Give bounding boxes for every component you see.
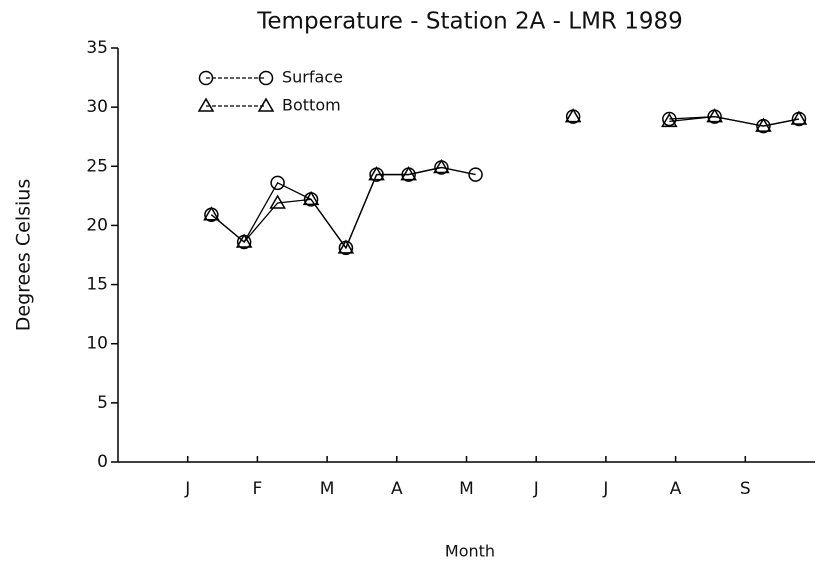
- triangle-marker: [661, 112, 678, 128]
- circle-marker: [198, 70, 214, 86]
- legend-label: Surface: [282, 68, 343, 87]
- triangle-marker: [197, 97, 215, 112]
- triangle-marker: [235, 233, 253, 248]
- y-tick-label: 10: [86, 334, 108, 354]
- triangle-marker: [790, 110, 808, 125]
- triangle-marker: [203, 206, 220, 221]
- x-tick-label: M: [320, 479, 335, 499]
- circle-marker: [258, 70, 274, 86]
- x-tick-label: A: [391, 479, 403, 499]
- y-tick-label: 25: [86, 156, 108, 176]
- chart-title: Temperature - Station 2A - LMR 1989: [256, 9, 682, 35]
- series-line: [210, 115, 800, 250]
- y-tick-label: 5: [97, 393, 108, 413]
- legend-label: Bottom: [282, 96, 341, 115]
- triangle-marker: [755, 117, 772, 132]
- y-tick-label: 15: [86, 275, 108, 295]
- triangle-marker: [337, 239, 355, 254]
- x-tick-label: M: [459, 479, 474, 499]
- y-tick-label: 35: [86, 38, 108, 58]
- y-tick-label: 20: [86, 215, 108, 235]
- triangle-marker: [302, 190, 320, 206]
- triangle-marker: [564, 108, 582, 123]
- x-tick-label: F: [253, 479, 263, 499]
- x-tick-label: J: [602, 479, 608, 499]
- x-tick-label: S: [740, 479, 751, 499]
- y-tick-label: 0: [97, 452, 108, 472]
- x-tick-label: J: [533, 479, 539, 499]
- y-tick-label: 30: [86, 97, 108, 117]
- triangle-marker: [269, 194, 286, 209]
- triangle-marker: [433, 158, 450, 174]
- circle-marker: [468, 167, 483, 182]
- y-axis-label: Degrees Celsius: [13, 179, 35, 331]
- series-line: [210, 115, 800, 250]
- circle-marker: [662, 111, 677, 127]
- x-tick-label: J: [184, 479, 190, 499]
- x-axis-label: Month: [445, 542, 495, 561]
- circle-marker: [270, 175, 285, 191]
- triangle-marker: [400, 166, 417, 181]
- x-tick-label: A: [670, 479, 682, 499]
- triangle-marker: [706, 108, 723, 123]
- triangle-marker: [257, 97, 275, 112]
- triangle-marker: [368, 166, 385, 181]
